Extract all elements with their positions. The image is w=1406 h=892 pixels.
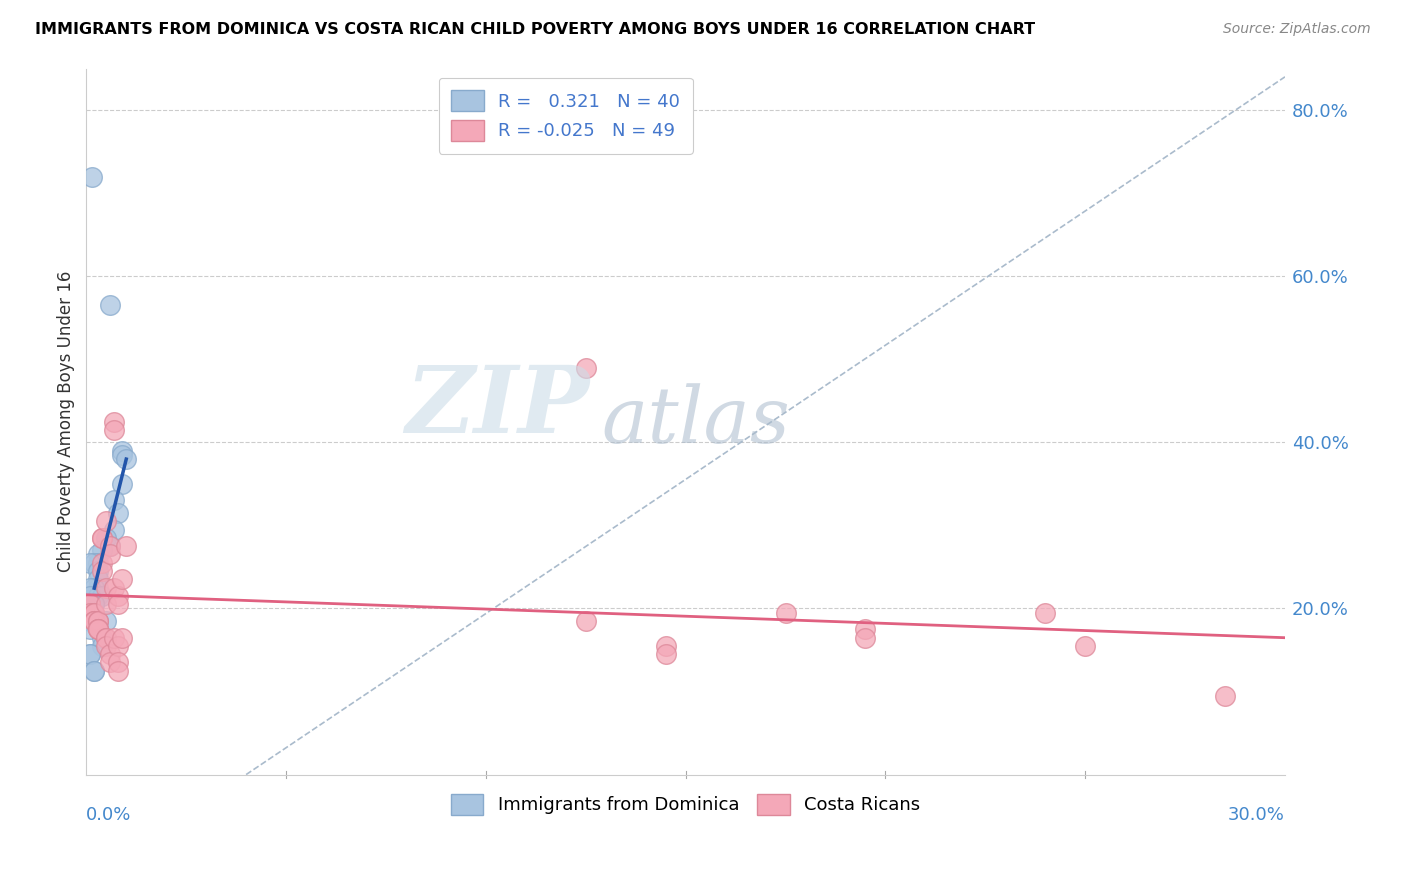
Text: 0.0%: 0.0%: [86, 806, 132, 824]
Point: [96, 639, 118, 653]
Point: [111, 443, 134, 458]
Point: [96, 581, 118, 595]
Point: [98, 548, 121, 562]
Point: [91, 564, 114, 578]
Point: [1074, 639, 1097, 653]
Text: IMMIGRANTS FROM DOMINICA VS COSTA RICAN CHILD POVERTY AMONG BOYS UNDER 16 CORREL: IMMIGRANTS FROM DOMINICA VS COSTA RICAN …: [35, 22, 1035, 37]
Point: [83, 597, 105, 611]
Point: [98, 298, 121, 312]
Point: [79, 597, 101, 611]
Point: [96, 631, 118, 645]
Point: [103, 581, 125, 595]
Point: [79, 647, 101, 661]
Legend: Immigrants from Dominica, Costa Ricans: Immigrants from Dominica, Costa Ricans: [444, 787, 928, 822]
Point: [96, 631, 118, 645]
Point: [91, 631, 114, 645]
Point: [107, 656, 129, 670]
Point: [83, 556, 105, 570]
Point: [855, 631, 877, 645]
Point: [111, 631, 134, 645]
Point: [96, 614, 118, 628]
Point: [107, 597, 129, 611]
Point: [79, 647, 101, 661]
Point: [91, 589, 114, 603]
Point: [775, 606, 797, 620]
Point: [79, 581, 101, 595]
Y-axis label: Child Poverty Among Boys Under 16: Child Poverty Among Boys Under 16: [58, 271, 75, 573]
Point: [103, 423, 125, 437]
Text: ZIP: ZIP: [405, 362, 589, 452]
Point: [87, 556, 110, 570]
Point: [96, 531, 118, 545]
Text: atlas: atlas: [602, 384, 790, 459]
Point: [91, 556, 114, 570]
Point: [107, 589, 129, 603]
Point: [96, 514, 118, 528]
Point: [79, 597, 101, 611]
Point: [91, 639, 114, 653]
Point: [115, 539, 138, 553]
Point: [83, 614, 105, 628]
Point: [103, 493, 125, 508]
Point: [1213, 689, 1236, 703]
Point: [98, 539, 121, 553]
Point: [83, 606, 105, 620]
Point: [87, 589, 110, 603]
Point: [91, 543, 114, 558]
Point: [107, 506, 129, 520]
Point: [83, 664, 105, 678]
Text: 30.0%: 30.0%: [1227, 806, 1285, 824]
Point: [111, 573, 134, 587]
Point: [103, 415, 125, 429]
Point: [855, 622, 877, 636]
Point: [79, 622, 101, 636]
Point: [79, 606, 101, 620]
Point: [575, 614, 598, 628]
Point: [79, 606, 101, 620]
Point: [83, 614, 105, 628]
Point: [83, 581, 105, 595]
Point: [1033, 606, 1056, 620]
Point: [87, 622, 110, 636]
Point: [98, 656, 121, 670]
Point: [79, 589, 101, 603]
Point: [87, 564, 110, 578]
Point: [87, 573, 110, 587]
Point: [98, 647, 121, 661]
Point: [87, 614, 110, 628]
Point: [111, 448, 134, 462]
Point: [98, 539, 121, 553]
Point: [87, 622, 110, 636]
Point: [79, 597, 101, 611]
Text: Source: ZipAtlas.com: Source: ZipAtlas.com: [1223, 22, 1371, 37]
Point: [79, 597, 101, 611]
Point: [79, 614, 101, 628]
Point: [83, 597, 105, 611]
Point: [91, 531, 114, 545]
Point: [654, 647, 676, 661]
Point: [107, 639, 129, 653]
Point: [87, 614, 110, 628]
Point: [79, 606, 101, 620]
Point: [575, 360, 598, 375]
Point: [87, 614, 110, 628]
Point: [87, 548, 110, 562]
Point: [103, 523, 125, 537]
Point: [87, 581, 110, 595]
Point: [83, 606, 105, 620]
Point: [103, 631, 125, 645]
Point: [79, 556, 101, 570]
Point: [82, 169, 104, 184]
Point: [115, 451, 138, 466]
Point: [87, 622, 110, 636]
Point: [654, 639, 676, 653]
Point: [111, 476, 134, 491]
Point: [107, 664, 129, 678]
Point: [96, 597, 118, 611]
Point: [83, 664, 105, 678]
Point: [91, 531, 114, 545]
Point: [83, 614, 105, 628]
